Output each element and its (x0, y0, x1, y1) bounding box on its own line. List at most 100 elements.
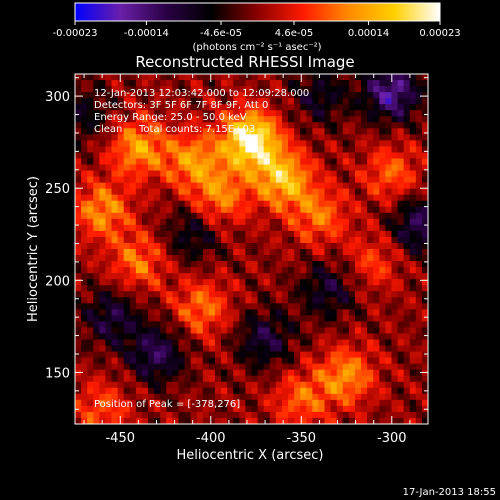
heatmap-cell (208, 261, 216, 268)
heatmap-cell (160, 405, 167, 413)
heatmap-cell (190, 92, 198, 99)
heatmap-cell (373, 236, 380, 244)
heatmap-cell (172, 357, 179, 365)
heatmap-cell (391, 417, 398, 424)
heatmap-cell (312, 80, 319, 87)
heatmap-cell (202, 128, 210, 135)
x-tick-label: -300 (377, 431, 407, 446)
heatmap-cell (202, 303, 210, 310)
heatmap-cell (184, 327, 192, 334)
y-tick-label: 200 (45, 274, 70, 289)
heatmap-cell (415, 206, 423, 214)
heatmap-cell (367, 357, 374, 365)
heatmap-cell (318, 291, 325, 298)
heatmap-cell (312, 146, 319, 153)
heatmap-cell (190, 297, 198, 304)
heatmap-cell (196, 309, 204, 316)
heatmap-cell (336, 242, 344, 250)
heatmap-cell (288, 152, 295, 159)
heatmap-cell (330, 321, 338, 328)
heatmap-cell (172, 285, 179, 292)
heatmap-cell (324, 212, 332, 220)
heatmap-cell (214, 327, 222, 334)
heatmap-cell (190, 273, 198, 280)
colorbar-ticks (74, 21, 441, 25)
heatmap-cell (111, 279, 119, 286)
heatmap-cell (135, 363, 143, 371)
heatmap-cell (245, 351, 252, 359)
heatmap-cell (306, 176, 313, 184)
heatmap-cell (324, 86, 332, 93)
heatmap-cell (263, 104, 271, 111)
heatmap-cell (154, 417, 161, 424)
heatmap-cell (166, 249, 173, 256)
heatmap-cell (227, 212, 234, 220)
heatmap-cell (354, 194, 362, 202)
heatmap-cell (312, 369, 319, 377)
heatmap-cell (221, 170, 228, 177)
heatmap-cell (421, 399, 428, 407)
heatmap-cell (75, 224, 82, 232)
heatmap-cell (379, 267, 386, 274)
heatmap-cell (275, 363, 283, 371)
heatmap-cell (281, 291, 289, 298)
heatmap-cell (288, 110, 295, 117)
heatmap-cell (111, 393, 119, 401)
heatmap-cell (105, 279, 112, 286)
heatmap-cell (409, 381, 417, 389)
heatmap-cell (342, 273, 350, 280)
heatmap-cell (239, 339, 246, 346)
heatmap-cell (160, 128, 167, 135)
heatmap-cell (361, 375, 368, 383)
heatmap-cell (87, 285, 94, 292)
heatmap-cell (227, 242, 234, 250)
heatmap-cell (342, 104, 350, 111)
heatmap-cell (263, 236, 271, 244)
heatmap-cell (233, 236, 240, 244)
heatmap-cell (263, 417, 271, 424)
heatmap-cell (361, 339, 368, 346)
heatmap-cell (129, 399, 137, 407)
heatmap-cell (251, 249, 258, 256)
heatmap-cell (306, 285, 313, 292)
heatmap-cell (184, 176, 192, 184)
heatmap-cell (275, 303, 283, 310)
heatmap-cell (251, 116, 258, 123)
heatmap-cell (141, 285, 149, 292)
heatmap-cell (342, 405, 350, 413)
heatmap-cell (93, 140, 100, 147)
heatmap-cell (99, 255, 106, 262)
heatmap-cell (379, 110, 386, 117)
heatmap-cell (275, 381, 283, 389)
heatmap-cell (160, 369, 167, 377)
heatmap-cell (135, 261, 143, 268)
heatmap-cell (148, 297, 155, 304)
heatmap-cell (227, 381, 234, 389)
heatmap-cell (348, 399, 356, 407)
heatmap-cell (221, 297, 228, 304)
heatmap-cell (336, 218, 344, 226)
heatmap-cell (154, 387, 161, 395)
heatmap-cell (373, 387, 380, 395)
heatmap-cell (379, 405, 386, 413)
heatmap-cell (373, 273, 380, 280)
heatmap-cell (148, 411, 155, 419)
heatmap-cell (306, 194, 313, 202)
heatmap-cell (233, 351, 240, 359)
heatmap-cell (190, 411, 198, 419)
heatmap-cell (294, 164, 301, 171)
heatmap-cell (93, 164, 100, 171)
heatmap-cell (324, 399, 332, 407)
heatmap-cell (318, 267, 325, 274)
heatmap-cell (117, 134, 125, 141)
heatmap-cell (330, 176, 338, 184)
axis-ticks (75, 74, 429, 424)
heatmap-cell (409, 351, 417, 359)
heatmap-cell (409, 267, 417, 274)
heatmap-cell (99, 399, 106, 407)
heatmap-cell (397, 417, 405, 424)
heatmap-cell (190, 140, 198, 147)
heatmap-cell (148, 417, 155, 424)
heatmap-cell (117, 104, 125, 111)
heatmap-cell (117, 393, 125, 401)
